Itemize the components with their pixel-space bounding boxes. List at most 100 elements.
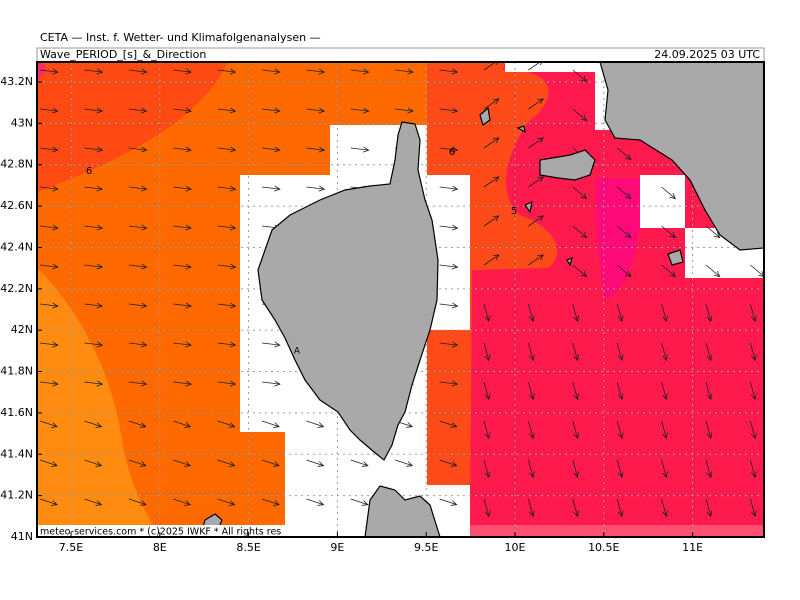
footer-box (37, 525, 322, 537)
arrow (705, 498, 713, 518)
arrow (439, 380, 459, 387)
arrow (572, 420, 580, 440)
arrow (439, 224, 459, 231)
arrow (616, 381, 624, 401)
arrow (173, 341, 192, 348)
arrow (528, 420, 535, 440)
arrow (173, 224, 192, 231)
arrow (39, 380, 59, 387)
arrow (616, 264, 632, 278)
arrow (572, 264, 588, 278)
lon-label: 10.5E (588, 541, 619, 554)
arrow (261, 107, 281, 114)
arrow (173, 68, 192, 75)
arrow (528, 98, 545, 110)
lat-label: 42.2N (0, 282, 33, 295)
arrow (572, 381, 580, 401)
arrow (39, 107, 59, 114)
small-islands (479, 106, 684, 267)
arrow (306, 185, 326, 192)
source-header: CETA — Inst. f. Wetter- und Klimafolgena… (40, 31, 321, 44)
arrow (84, 185, 104, 192)
arrow (217, 380, 237, 387)
no-data-2 (505, 62, 764, 278)
arrow (84, 224, 104, 231)
arrow (261, 420, 280, 428)
lat-label: 42.6N (0, 199, 33, 212)
arrow (217, 263, 237, 270)
arrow (661, 381, 668, 401)
arrow (483, 98, 500, 110)
region-dark-orange (37, 62, 228, 192)
arrow (173, 420, 192, 428)
lat-label: 41.4N (0, 447, 33, 460)
sardinia (364, 485, 441, 537)
arrow (750, 264, 764, 277)
arrow (84, 146, 104, 153)
arrow (128, 498, 147, 506)
arrow (483, 420, 491, 440)
grid (37, 62, 764, 537)
arrow (173, 146, 192, 153)
arrow (217, 224, 237, 231)
arrow (483, 62, 499, 71)
arrow (750, 420, 757, 440)
arrow (128, 68, 148, 75)
arrow (261, 380, 281, 387)
arrow (750, 498, 757, 518)
arrow (217, 302, 237, 309)
arrow (128, 380, 148, 387)
arrow (439, 498, 458, 506)
arrow (128, 107, 148, 114)
arrow (483, 498, 491, 518)
arrow (750, 459, 757, 479)
arrow (661, 420, 668, 440)
lon-label: 9E (330, 541, 344, 554)
arrow (616, 459, 624, 479)
arrow (750, 342, 757, 362)
map-date: 24.09.2025 03 UTC (654, 48, 760, 61)
arrow (39, 185, 59, 192)
region-strip (470, 525, 764, 537)
arrow (84, 380, 104, 387)
arrow (439, 263, 459, 270)
arrow (217, 459, 236, 467)
arrow (84, 302, 104, 309)
arrow (616, 303, 624, 323)
arrow (439, 185, 459, 192)
map-area: 6 6 5 A meteo-services.com * (c)2025 IWK… (37, 62, 764, 537)
arrow (128, 146, 148, 153)
arrow (705, 381, 713, 401)
arrow (528, 215, 545, 227)
arrow (483, 137, 500, 149)
arrow (572, 225, 588, 239)
arrow (217, 68, 237, 75)
arrow (350, 107, 370, 114)
lon-label: 11E (682, 541, 703, 554)
arrow (306, 459, 325, 467)
lat-label: 41.8N (0, 365, 33, 378)
arrow (350, 459, 369, 467)
arrow (483, 381, 491, 401)
arrow (439, 341, 459, 348)
arrow (661, 303, 668, 323)
lat-label: 41.6N (0, 406, 33, 419)
arrow (483, 176, 500, 188)
arrow (261, 68, 281, 75)
arrow (306, 498, 325, 506)
arrow (39, 68, 59, 75)
arrow (217, 146, 237, 153)
arrow (705, 459, 713, 479)
arrow (616, 342, 624, 362)
arrow (528, 254, 545, 266)
lon-label: 10E (505, 541, 526, 554)
lat-label: 43N (11, 116, 33, 129)
place-label: A (294, 347, 301, 357)
arrow (528, 62, 543, 71)
arrow (572, 108, 588, 122)
arrow (217, 185, 237, 192)
corsica (257, 121, 439, 461)
arrow (39, 302, 59, 309)
arrow (616, 498, 624, 518)
